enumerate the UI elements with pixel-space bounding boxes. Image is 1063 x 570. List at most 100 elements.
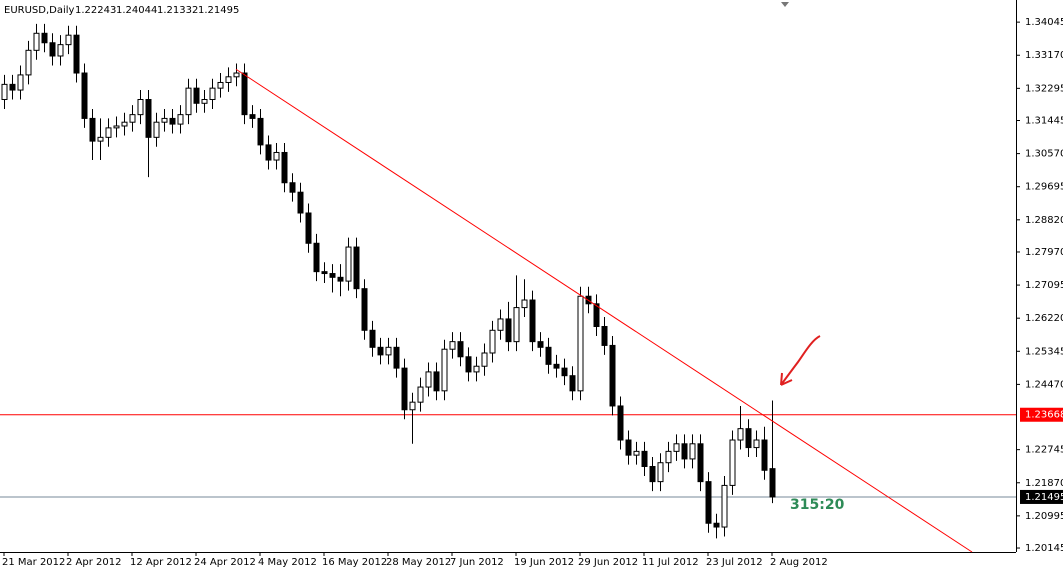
candle-body bbox=[609, 344, 616, 407]
candle-body bbox=[705, 481, 712, 524]
candle-body bbox=[473, 365, 480, 373]
x-tick-label: 23 Jul 2012 bbox=[706, 557, 763, 568]
candle-body bbox=[545, 346, 552, 365]
header: EURUSD,Daily 1.22243 1.24044 1.21332 1.2… bbox=[4, 5, 239, 16]
candle-body bbox=[417, 386, 424, 403]
candle-body bbox=[481, 352, 488, 367]
candle-body bbox=[129, 114, 136, 123]
x-tick-label: 29 Jun 2012 bbox=[578, 557, 638, 568]
candle-body bbox=[89, 117, 96, 142]
x-tick-label: 24 Apr 2012 bbox=[194, 557, 256, 568]
candle-body bbox=[745, 428, 752, 449]
candle-body bbox=[769, 468, 776, 498]
candle-body bbox=[73, 34, 80, 74]
candle-body bbox=[241, 72, 248, 116]
x-tick-label: 11 Jul 2012 bbox=[642, 557, 699, 568]
candle-body bbox=[753, 439, 760, 449]
candle-body bbox=[225, 76, 232, 83]
candle-body bbox=[297, 191, 304, 214]
candle-body bbox=[41, 32, 48, 44]
annotation: 315:20 bbox=[790, 497, 845, 513]
candle-body bbox=[409, 401, 416, 411]
y-tick-label: 1.26220 bbox=[1025, 313, 1063, 324]
candle-body bbox=[457, 341, 464, 358]
candle-body bbox=[361, 288, 368, 331]
candle-body bbox=[145, 99, 152, 138]
y-tick-label: 1.21870 bbox=[1025, 478, 1063, 489]
y-tick-label: 1.20995 bbox=[1025, 511, 1063, 522]
candle-body bbox=[385, 346, 392, 356]
candle-body bbox=[121, 121, 128, 127]
x-tick-label: 2 Aug 2012 bbox=[770, 557, 828, 568]
candle-body bbox=[25, 49, 32, 76]
x-tick-label: 2 Apr 2012 bbox=[66, 557, 121, 568]
candle-body bbox=[521, 299, 528, 309]
y-tick-label: 1.24470 bbox=[1025, 379, 1063, 390]
candle-body bbox=[513, 307, 520, 343]
candle-body bbox=[617, 405, 624, 441]
candle-body bbox=[761, 439, 768, 471]
candle-body bbox=[489, 329, 496, 354]
candle-body bbox=[217, 81, 224, 89]
candle-body bbox=[49, 42, 56, 57]
candle-body bbox=[377, 346, 384, 356]
y-tick-label: 1.31445 bbox=[1025, 116, 1063, 127]
candle-body bbox=[313, 242, 320, 273]
candle-body bbox=[713, 522, 720, 528]
y-tick-label: 1.20145 bbox=[1025, 543, 1063, 554]
candle-body bbox=[729, 439, 736, 486]
candle-body bbox=[433, 371, 440, 392]
level-label: 1.23668 bbox=[1025, 410, 1063, 421]
symbol-title: EURUSD,Daily bbox=[4, 5, 75, 16]
ohlc-open: 1.22243 bbox=[75, 5, 116, 16]
y-tick-label: 1.33170 bbox=[1025, 50, 1063, 61]
candle-body bbox=[569, 375, 576, 392]
candle-body bbox=[17, 74, 24, 91]
bid-label-box bbox=[1020, 489, 1063, 504]
candle-body bbox=[33, 32, 40, 51]
candle-body bbox=[185, 87, 192, 116]
candle-body bbox=[97, 136, 104, 142]
candle-body bbox=[57, 44, 64, 57]
hand-arrow bbox=[780, 335, 821, 386]
shift-marker bbox=[781, 2, 789, 7]
candle-body bbox=[505, 318, 512, 343]
candle-body bbox=[337, 276, 344, 282]
candle-body bbox=[449, 341, 456, 350]
candle-body bbox=[737, 428, 744, 441]
candle-body bbox=[681, 443, 688, 460]
x-tick-label: 16 May 2012 bbox=[322, 557, 387, 568]
x-tick-label: 28 May 2012 bbox=[386, 557, 451, 568]
candle-body bbox=[465, 356, 472, 373]
level-label-box bbox=[1020, 407, 1063, 422]
y-tick-label: 1.34045 bbox=[1025, 17, 1063, 28]
candle-body bbox=[673, 443, 680, 452]
candle-body bbox=[113, 125, 120, 129]
y-tick-label: 1.25345 bbox=[1025, 346, 1063, 357]
y-tick-label: 1.27970 bbox=[1025, 247, 1063, 258]
candle-body bbox=[345, 246, 352, 282]
candle-body bbox=[249, 114, 256, 119]
candle-body bbox=[169, 117, 176, 125]
candle-body bbox=[593, 303, 600, 328]
candle-body bbox=[105, 127, 112, 138]
candle-body bbox=[425, 371, 432, 388]
candle-body bbox=[577, 295, 584, 392]
y-tick-label: 1.30570 bbox=[1025, 149, 1063, 160]
candle-body bbox=[137, 99, 144, 116]
candle-body bbox=[273, 151, 280, 161]
candle-body bbox=[161, 117, 168, 123]
candle-body bbox=[305, 212, 312, 244]
candle-body bbox=[561, 367, 568, 377]
ohlc-low: 1.21332 bbox=[157, 5, 198, 16]
y-tick-label: 1.28820 bbox=[1025, 215, 1063, 226]
candle-body bbox=[625, 439, 632, 456]
candle-body bbox=[65, 34, 72, 46]
x-tick-label: 21 Mar 2012 bbox=[2, 557, 65, 568]
y-tick-label: 1.27095 bbox=[1025, 280, 1063, 291]
candle-body bbox=[329, 273, 336, 278]
candle-body bbox=[369, 329, 376, 348]
candle-body bbox=[689, 443, 696, 460]
